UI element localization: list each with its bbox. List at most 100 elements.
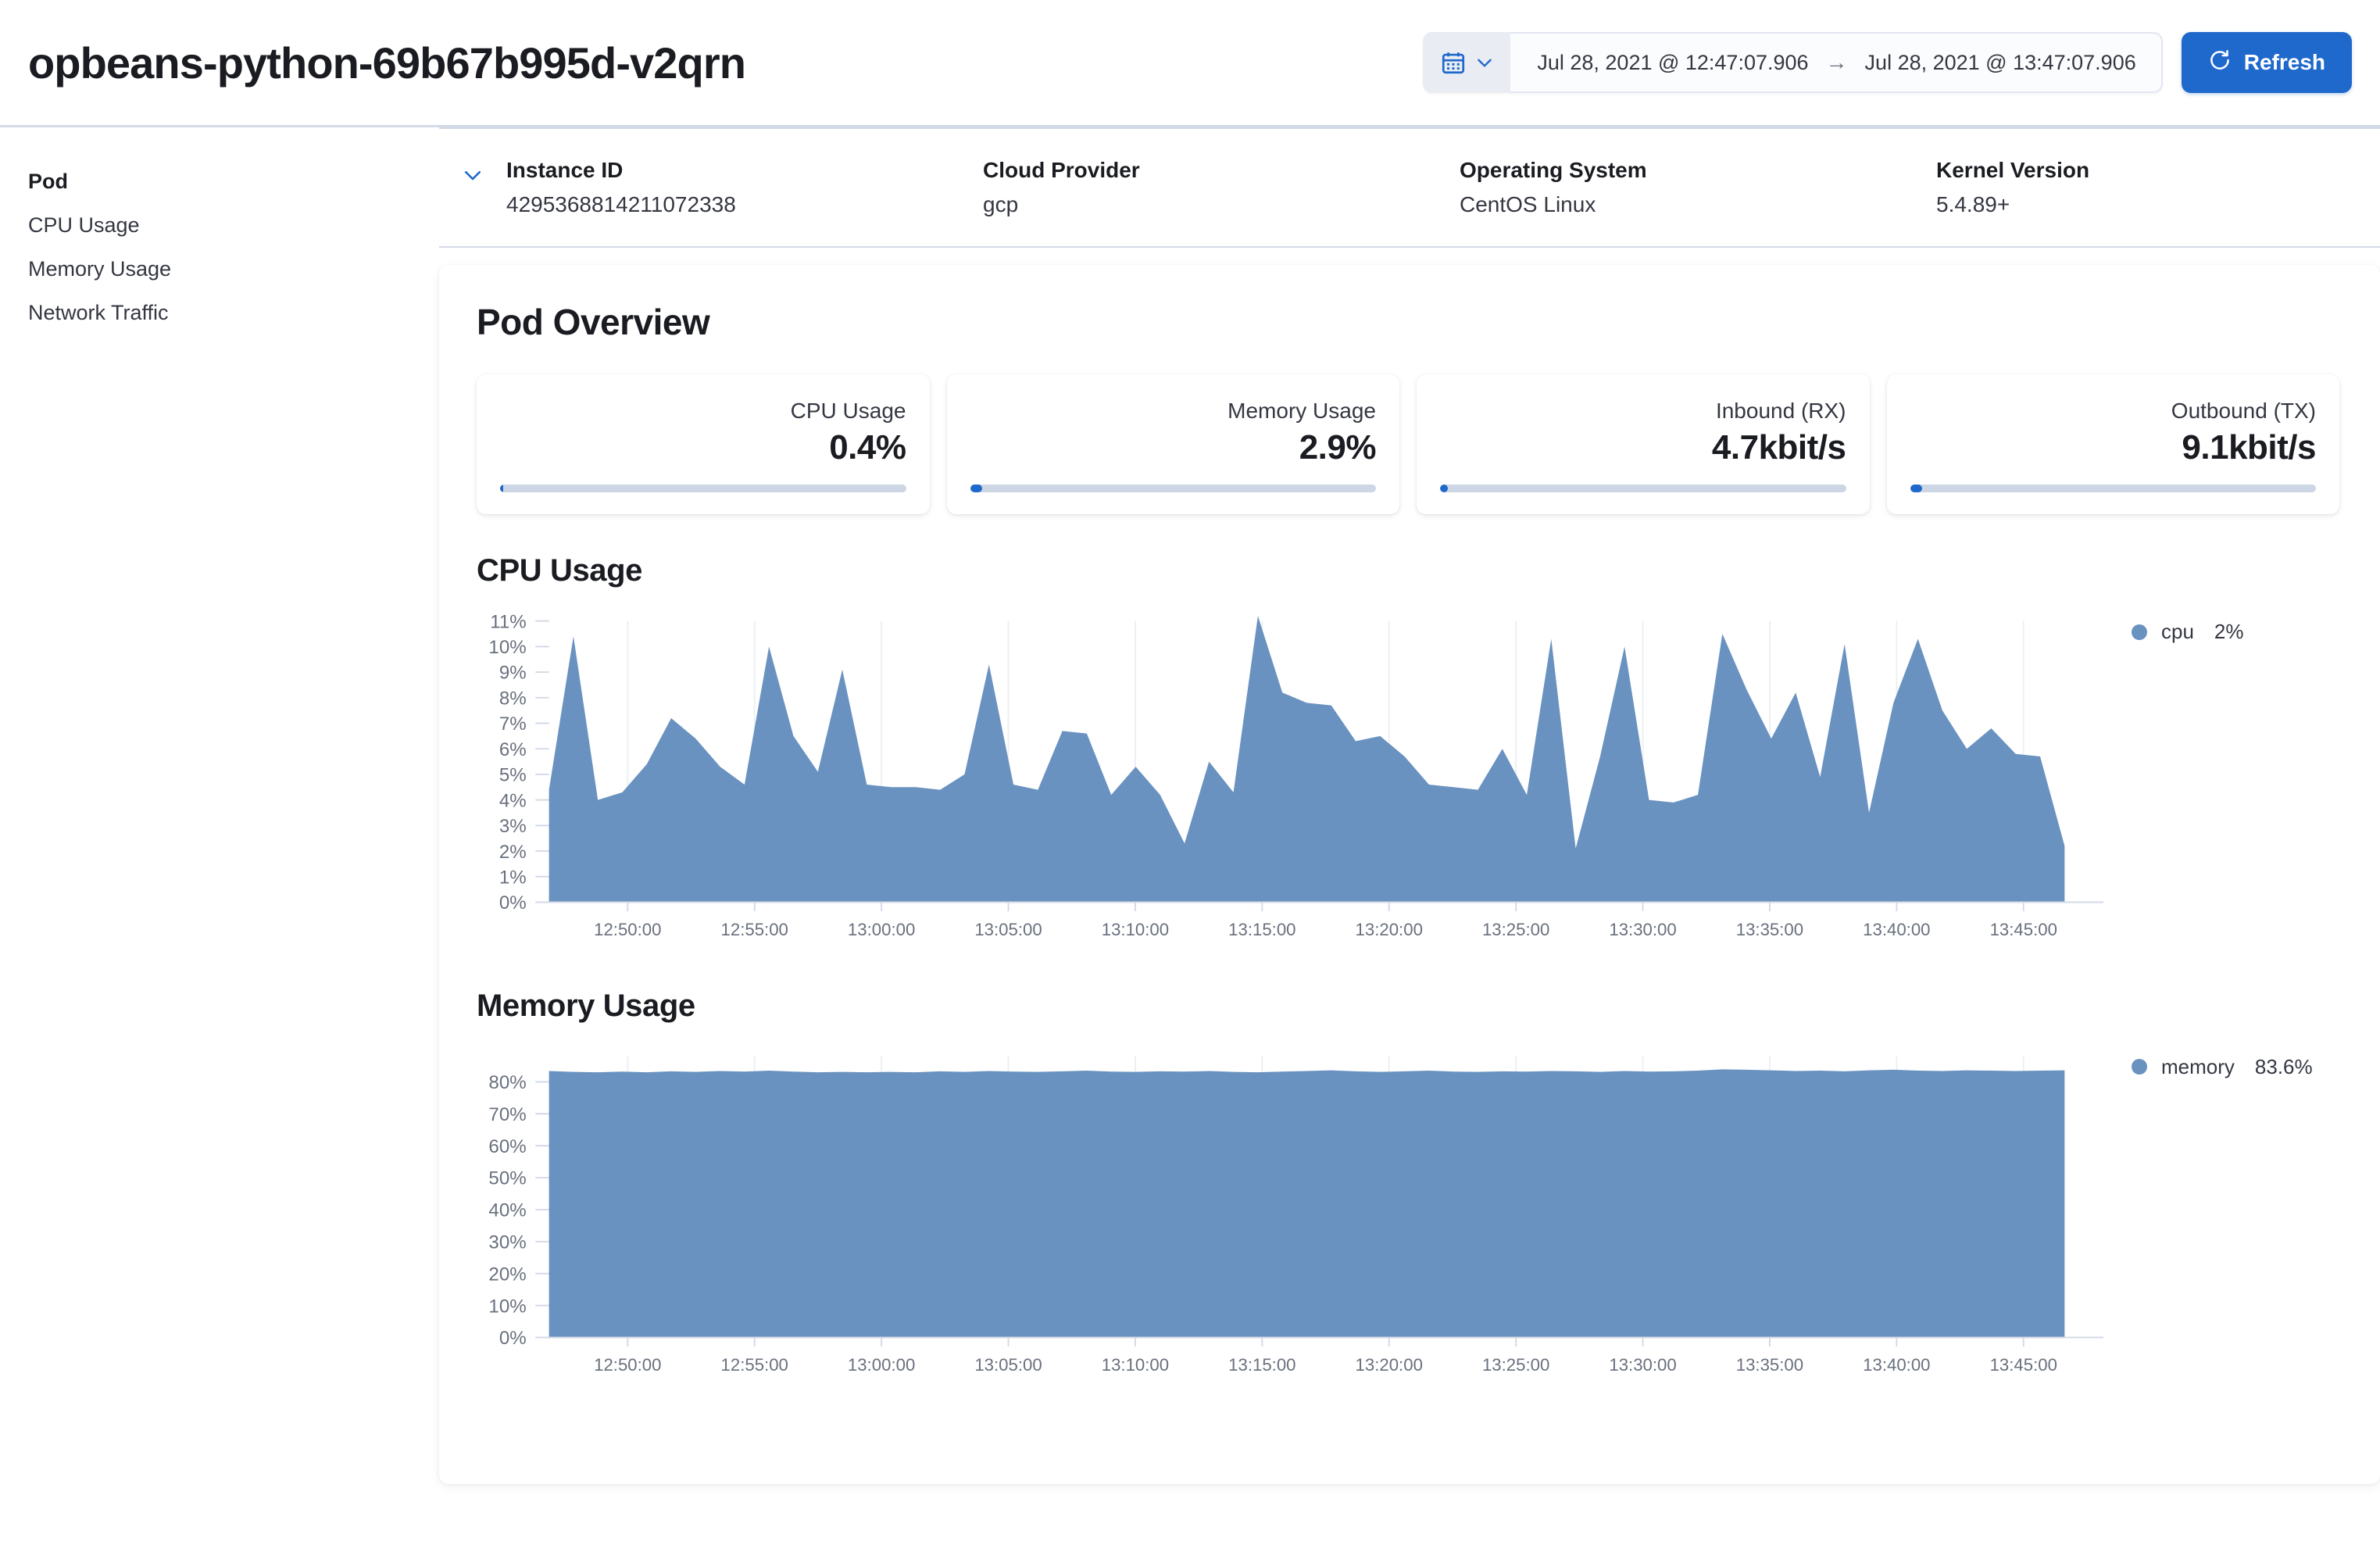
refresh-button-label: Refresh xyxy=(2243,50,2325,74)
cpu-usage-chart-legend: cpu 2% xyxy=(2105,613,2339,949)
metadata-collapse-toggle[interactable] xyxy=(439,156,506,191)
x-axis-tick-label: 13:20:00 xyxy=(1356,920,1423,939)
x-axis-tick-label: 13:05:00 xyxy=(974,1354,1042,1374)
date-range-end[interactable]: Jul 28, 2021 @ 13:47:07.906 xyxy=(1864,50,2136,74)
y-axis-tick-label: 4% xyxy=(499,791,527,812)
x-axis-tick-label: 13:40:00 xyxy=(1863,1354,1930,1374)
x-axis-tick-label: 13:15:00 xyxy=(1228,920,1295,939)
sidebar-item-cpu-usage[interactable]: CPU Usage xyxy=(28,213,140,237)
legend-series-value: 2% xyxy=(2214,620,2244,644)
x-axis-tick-label: 12:50:00 xyxy=(594,1354,661,1374)
x-axis-tick-label: 13:10:00 xyxy=(1102,920,1169,939)
cpu-usage-chart[interactable]: 0% 1% 2% 3% 4% 5% 6% 7% 8% 9% 10% 11% 12:50:00 12:55:… xyxy=(477,613,2105,949)
y-axis-tick-label: 50% xyxy=(488,1168,526,1189)
metadata-field-instance-id: Instance ID 4295368814211072338 xyxy=(506,156,983,220)
y-axis-tick-label: 10% xyxy=(488,1296,526,1317)
cpu-usage-chart-section: CPU Usage 0% 1% 2% 3% 4% 5% 6% 7% 8% 9% 10% 11% 12:5… xyxy=(477,553,2339,949)
metric-card-progress-fill xyxy=(970,485,982,493)
x-axis-tick-label: 13:00:00 xyxy=(848,920,915,939)
x-axis-tick-label: 13:00:00 xyxy=(848,1354,915,1374)
x-axis-tick-label: 13:25:00 xyxy=(1482,1354,1549,1374)
calendar-icon xyxy=(1440,49,1467,76)
y-axis-tick-label: 40% xyxy=(488,1200,526,1221)
page-title: opbeans-python-69b67b995d-v2qrn xyxy=(28,38,746,88)
metadata-value: gcp xyxy=(983,191,1019,216)
refresh-icon xyxy=(2208,48,2232,77)
sidebar-item-memory-usage[interactable]: Memory Usage xyxy=(28,257,172,281)
chevron-down-icon xyxy=(1474,52,1495,73)
legend-item[interactable]: memory 83.6% xyxy=(2132,1055,2339,1079)
metric-card-value: 2.9% xyxy=(1299,428,1377,467)
metric-card-label: Outbound (TX) xyxy=(2171,398,2316,423)
legend-series-name: cpu xyxy=(2161,620,2194,644)
y-axis-tick-label: 20% xyxy=(488,1264,526,1285)
metadata-value: 4295368814211072338 xyxy=(506,191,736,216)
x-axis-tick-label: 13:45:00 xyxy=(1990,920,2057,939)
x-axis-tick-label: 13:30:00 xyxy=(1609,920,1676,939)
page-body: Pod CPU Usage Memory Usage Network Traff… xyxy=(0,127,2380,1550)
cpu-usage-chart-svg[interactable]: 0% 1% 2% 3% 4% 5% 6% 7% 8% 9% 10% 11% 12:50:00 12:55:… xyxy=(477,613,2105,949)
metric-card-progress-fill xyxy=(1910,485,1923,493)
y-axis-tick-label: 1% xyxy=(499,867,527,889)
y-axis-tick-label: 9% xyxy=(499,663,527,684)
y-axis-tick-label: 0% xyxy=(499,892,527,914)
sidebar-item-network-traffic[interactable]: Network Traffic xyxy=(28,301,169,324)
metadata-field-cloud-provider: Cloud Provider gcp xyxy=(983,156,1460,220)
metadata-field-operating-system: Operating System CentOS Linux xyxy=(1460,156,1936,220)
metric-card-value: 4.7kbit/s xyxy=(1711,428,1846,467)
metric-card-progress xyxy=(1440,485,1846,493)
x-axis-tick-label: 13:45:00 xyxy=(1990,1354,2057,1374)
sidebar-item-pod[interactable]: Pod xyxy=(28,170,68,193)
date-range-arrow-icon: → xyxy=(1825,50,1848,74)
y-axis-tick-label: 7% xyxy=(499,713,527,735)
metric-card-value: 0.4% xyxy=(829,428,906,467)
y-axis-tick-label: 3% xyxy=(499,816,527,837)
page-header: opbeans-python-69b67b995d-v2qrn xyxy=(0,0,2380,127)
x-axis-tick-label: 13:30:00 xyxy=(1609,1354,1676,1374)
metric-card-progress-fill xyxy=(1440,485,1449,493)
date-range-start[interactable]: Jul 28, 2021 @ 12:47:07.906 xyxy=(1537,50,1809,74)
header-controls: Jul 28, 2021 @ 12:47:07.906 → Jul 28, 20… xyxy=(1423,32,2352,93)
y-axis-tick-label: 8% xyxy=(499,688,527,710)
memory-usage-chart-legend: memory 83.6% xyxy=(2105,1049,2339,1384)
metric-card-cpu-usage[interactable]: CPU Usage 0.4% xyxy=(477,374,930,515)
memory-usage-chart-section: Memory Usage 0% 10% 20% 30% 40% 50% 60% 70% 80% 1… xyxy=(477,989,2339,1384)
metric-card-progress xyxy=(970,485,1376,493)
metric-card-label: Memory Usage xyxy=(1228,398,1376,423)
main-content: Instance ID 4295368814211072338 Cloud Pr… xyxy=(439,127,2380,1550)
x-axis-tick-label: 13:10:00 xyxy=(1102,1354,1169,1374)
memory-usage-chart[interactable]: 0% 10% 20% 30% 40% 50% 60% 70% 80% 12:50:00 12:55:… xyxy=(477,1049,2105,1384)
chevron-down-icon xyxy=(461,163,484,191)
panel-title: Pod Overview xyxy=(477,301,710,342)
y-axis-tick-label: 5% xyxy=(499,765,527,786)
metadata-label: Kernel Version xyxy=(1936,158,2090,182)
metric-card-progress xyxy=(1910,485,2316,493)
memory-usage-chart-svg[interactable]: 0% 10% 20% 30% 40% 50% 60% 70% 80% 12:50:00 12:55:… xyxy=(477,1049,2105,1384)
metric-card-inbound-rx[interactable]: Inbound (RX) 4.7kbit/s xyxy=(1417,374,1870,515)
x-axis-tick-label: 13:35:00 xyxy=(1736,920,1803,939)
x-axis-tick-label: 12:55:00 xyxy=(721,920,788,939)
legend-item[interactable]: cpu 2% xyxy=(2132,620,2339,644)
metric-card-label: Inbound (RX) xyxy=(1715,398,1846,423)
date-range-display[interactable]: Jul 28, 2021 @ 12:47:07.906 → Jul 28, 20… xyxy=(1510,32,2162,93)
x-axis-tick-label: 13:40:00 xyxy=(1863,920,1930,939)
metric-card-progress xyxy=(500,485,906,493)
quick-select-button[interactable] xyxy=(1423,32,1511,93)
y-axis-tick-label: 60% xyxy=(488,1135,526,1157)
metric-card-label: CPU Usage xyxy=(790,398,906,423)
y-axis-tick-label: 30% xyxy=(488,1232,526,1253)
y-axis-tick-label: 6% xyxy=(499,739,527,760)
date-range-picker[interactable]: Jul 28, 2021 @ 12:47:07.906 → Jul 28, 20… xyxy=(1423,32,2163,93)
cpu-usage-chart-row: 0% 1% 2% 3% 4% 5% 6% 7% 8% 9% 10% 11% 12:50:00 12:55:… xyxy=(477,613,2339,949)
metric-card-memory-usage[interactable]: Memory Usage 2.9% xyxy=(946,374,1399,515)
metadata-value: 5.4.89+ xyxy=(1936,191,2010,216)
refresh-button[interactable]: Refresh xyxy=(2181,32,2352,93)
legend-series-name: memory xyxy=(2161,1054,2235,1078)
metric-card-outbound-tx[interactable]: Outbound (TX) 9.1kbit/s xyxy=(1886,374,2339,515)
x-axis-tick-label: 12:55:00 xyxy=(721,1354,788,1374)
metadata-label: Operating System xyxy=(1460,158,1647,182)
metadata-strip: Instance ID 4295368814211072338 Cloud Pr… xyxy=(439,127,2380,248)
legend-series-value: 83.6% xyxy=(2254,1054,2313,1078)
metadata-fields: Instance ID 4295368814211072338 Cloud Pr… xyxy=(506,156,2380,220)
cpu-usage-chart-title: CPU Usage xyxy=(477,553,643,588)
